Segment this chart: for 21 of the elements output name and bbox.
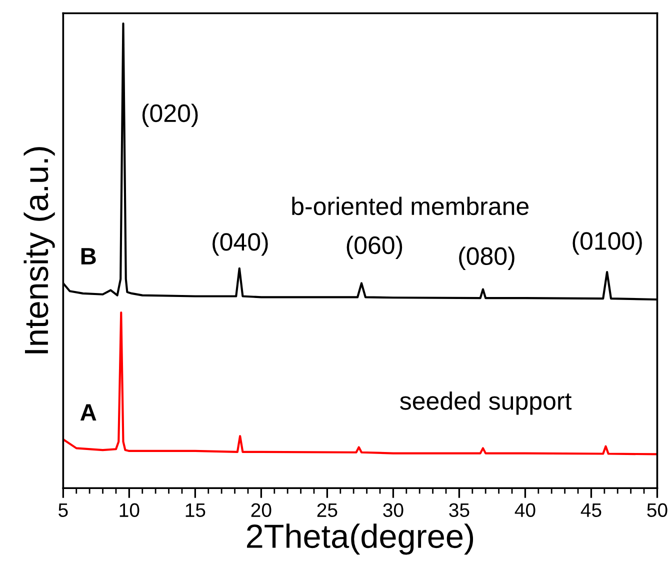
x-axis-title: 2Theta(degree) [246, 524, 474, 555]
series-label: B [81, 248, 96, 264]
x-tick-label: 35 [449, 503, 470, 518]
x-tick-label: 40 [514, 503, 536, 518]
annotation: (060) [346, 236, 402, 260]
x-tick-label: 45 [580, 503, 602, 518]
annotation: seeded support [400, 391, 572, 415]
x-tick-label: 15 [186, 503, 206, 518]
annotation: (020) [142, 104, 198, 128]
x-tick-label: 50 [647, 503, 668, 518]
annotation: b-oriented membrane [292, 196, 528, 216]
x-tick-label: 30 [383, 503, 404, 518]
annotation: (040) [212, 232, 268, 256]
x-tick-label: 20 [251, 503, 272, 518]
annotation: (080) [459, 246, 514, 270]
x-tick-label: 25 [317, 503, 338, 518]
annotation: (0100) [572, 231, 642, 255]
y-axis-title: Intensity (a.u.) [24, 147, 55, 354]
x-tick-label: 10 [120, 503, 140, 518]
series-label: A [80, 404, 96, 420]
x-tick-label: 5 [58, 503, 68, 518]
